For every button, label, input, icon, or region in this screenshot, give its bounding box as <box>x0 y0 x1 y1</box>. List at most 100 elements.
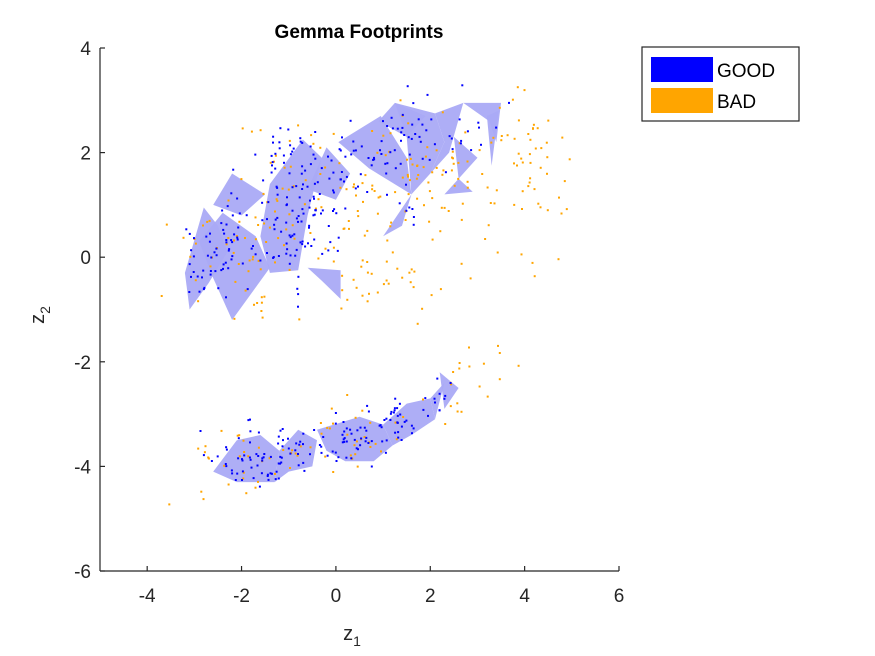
good-point <box>309 453 311 456</box>
bad-point <box>373 190 376 192</box>
bad-point <box>356 210 359 212</box>
good-point <box>448 135 451 138</box>
bad-point <box>401 176 404 179</box>
y-tick-label: -2 <box>74 353 91 374</box>
good-point <box>288 234 291 237</box>
bad-point <box>447 210 450 212</box>
bad-point <box>259 268 262 271</box>
bad-point <box>406 158 408 161</box>
good-point <box>427 414 429 417</box>
bad-point <box>498 378 501 381</box>
good-point <box>237 437 240 440</box>
good-point <box>192 271 195 273</box>
good-point <box>332 191 335 194</box>
good-point <box>241 459 244 462</box>
good-point <box>460 139 463 142</box>
good-point <box>360 437 363 440</box>
bad-point <box>247 270 250 273</box>
bad-point <box>516 164 518 167</box>
bad-point <box>382 283 385 286</box>
good-point <box>363 426 366 429</box>
good-point <box>286 196 288 199</box>
bad-point <box>293 237 296 240</box>
bad-point <box>529 177 532 180</box>
good-point <box>226 205 229 208</box>
bad-point <box>529 161 532 164</box>
bad-point <box>513 162 515 165</box>
bad-point <box>435 149 438 152</box>
good-point <box>283 161 285 164</box>
good-point <box>202 269 205 272</box>
good-point <box>259 259 262 262</box>
good-point <box>248 456 251 459</box>
good-point <box>203 286 206 289</box>
bad-point <box>421 307 424 310</box>
bad-point <box>458 367 461 370</box>
bad-point <box>416 197 419 200</box>
bad-point <box>245 492 248 495</box>
bad-point <box>324 166 327 169</box>
bad-point <box>413 270 416 273</box>
bad-point <box>529 138 532 141</box>
good-point <box>188 291 191 293</box>
bad-point <box>275 198 278 201</box>
bad-point <box>361 409 364 412</box>
good-point <box>403 134 406 136</box>
good-point <box>313 429 316 431</box>
good-point <box>299 137 302 140</box>
bad-point <box>349 454 352 457</box>
good-point <box>342 438 345 441</box>
good-point <box>418 135 421 138</box>
bad-point <box>248 259 251 262</box>
good-point <box>419 140 422 143</box>
x-axis-label-sub: 1 <box>353 633 361 649</box>
good-point <box>249 441 251 444</box>
good-point <box>334 422 337 425</box>
good-point <box>318 444 321 446</box>
good-point <box>295 185 298 188</box>
x-tick-label: 0 <box>331 586 342 607</box>
bad-point <box>496 251 499 254</box>
good-point <box>320 445 323 448</box>
good-point <box>330 159 333 162</box>
bad-point <box>346 298 349 301</box>
bad-point <box>450 169 453 172</box>
bad-point <box>468 365 471 368</box>
axes: -4 -2 0 2 4 6 -6 -4 -2 0 2 4 <box>74 39 624 607</box>
bad-point <box>387 282 390 285</box>
bad-point <box>362 200 364 203</box>
bad-point <box>287 188 290 191</box>
good-point <box>339 149 342 152</box>
good-point <box>366 404 369 407</box>
bad-point <box>384 154 387 157</box>
bad-point <box>256 302 259 304</box>
bad-point <box>165 223 168 226</box>
bad-point <box>444 423 447 425</box>
good-point <box>337 456 340 459</box>
good-point <box>359 426 362 429</box>
bad-point <box>409 157 412 160</box>
good-point <box>304 245 307 248</box>
y-tick-label: 4 <box>80 39 91 60</box>
bad-point <box>247 455 250 458</box>
bad-point <box>449 405 452 408</box>
bad-point <box>261 316 264 319</box>
good-point <box>380 426 383 429</box>
bad-point <box>523 89 526 92</box>
good-point <box>286 248 289 251</box>
good-point <box>396 421 399 424</box>
bad-point <box>415 177 418 180</box>
bad-point <box>232 251 235 254</box>
bad-point <box>521 190 524 193</box>
legend[interactable]: GOOD BAD <box>641 46 800 122</box>
bad-point <box>533 188 536 191</box>
good-point <box>408 153 411 156</box>
good-point <box>470 149 473 152</box>
bad-point <box>332 422 334 425</box>
good-point <box>300 172 303 175</box>
good-point <box>289 153 292 156</box>
bad-point <box>451 150 454 153</box>
bad-point <box>244 289 247 292</box>
bad-point <box>356 465 359 468</box>
